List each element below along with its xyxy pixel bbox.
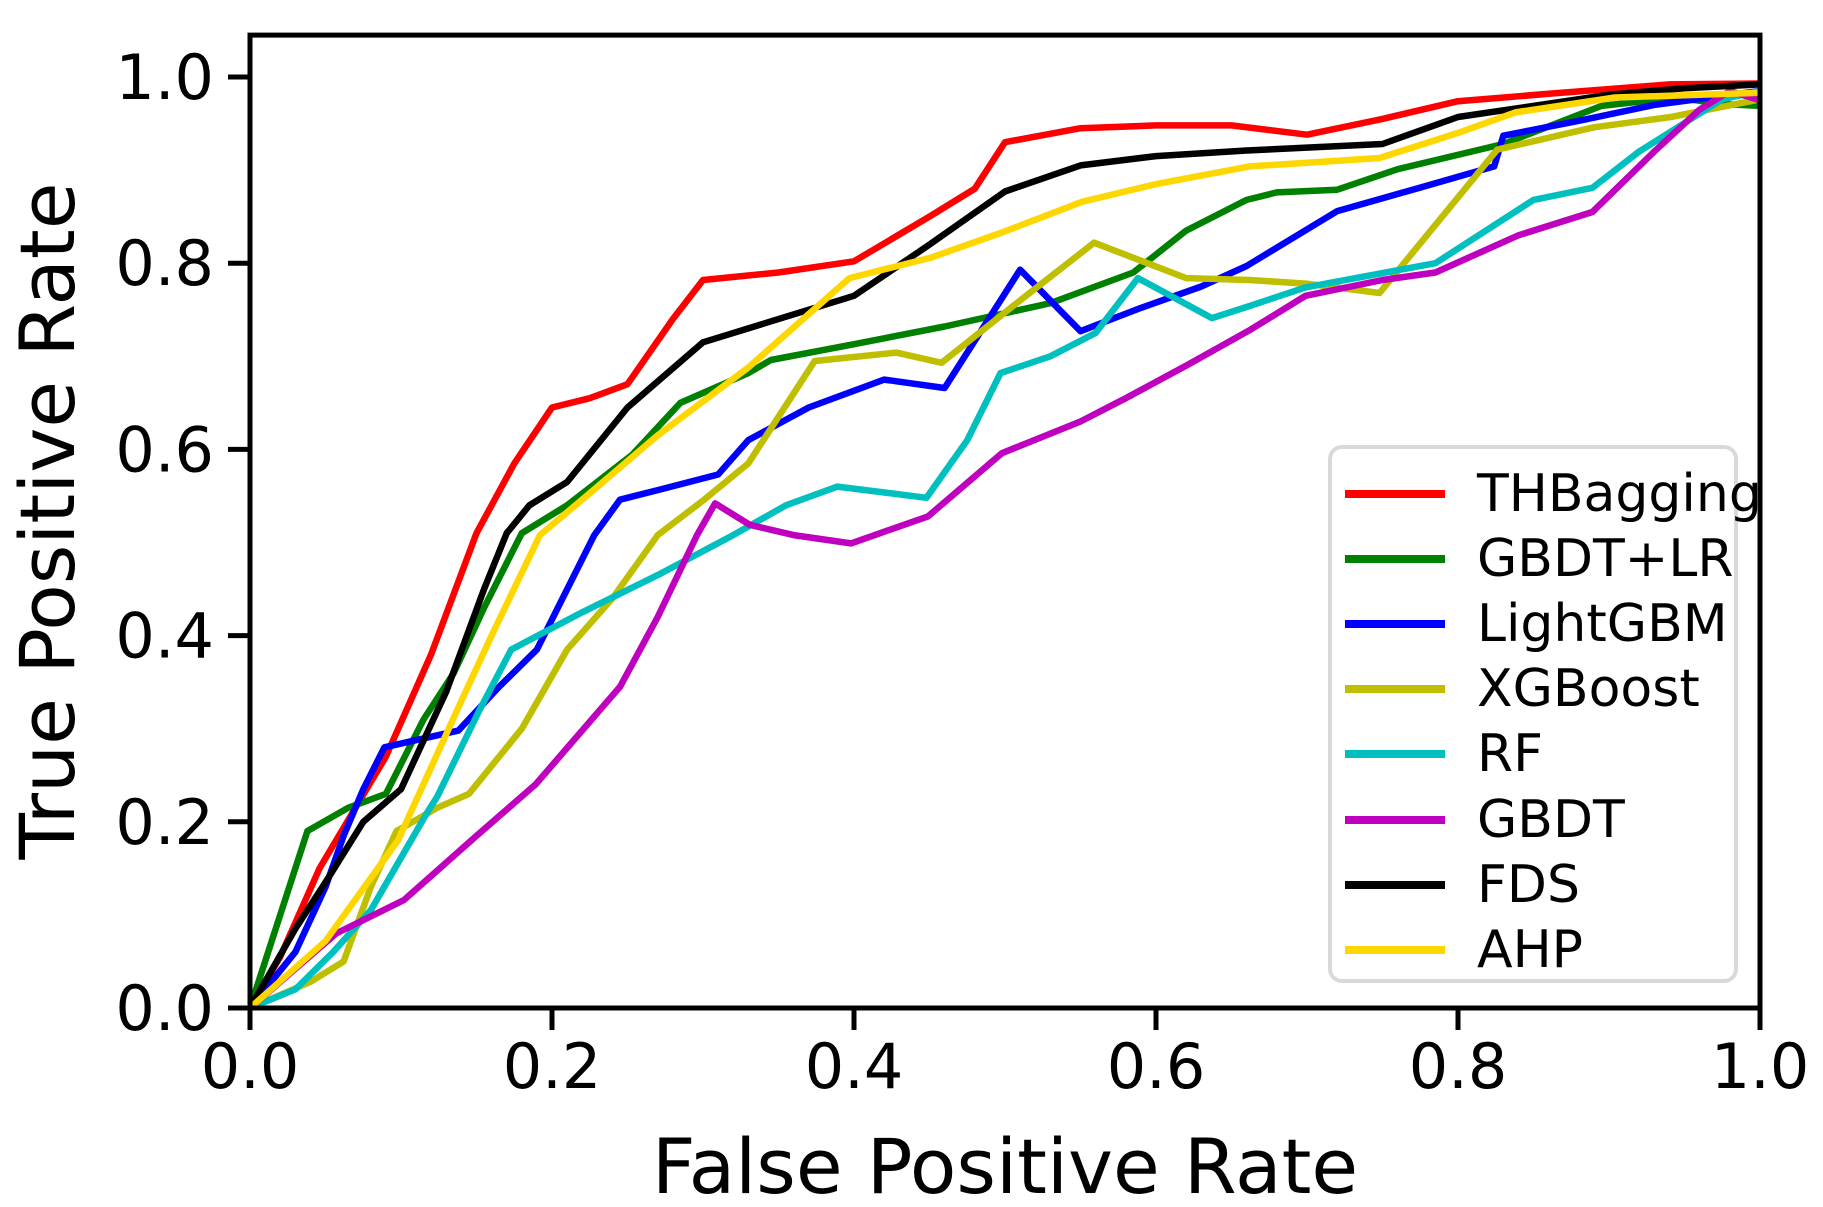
axes-spines [247,32,1763,1011]
legend-label: RF [1477,724,1544,785]
x-tick-label: 0.0 [201,1030,300,1103]
legend-item-GBDT: GBDT [1332,787,1734,852]
y-tick-label: 0.2 [115,786,214,859]
y-tick-label: 0.8 [115,227,214,300]
legend-item-FDS: FDS [1332,852,1734,917]
y-tick-label: 1.0 [115,41,214,114]
x-tick-label: 0.8 [1409,1030,1508,1103]
x-tick-label: 0.2 [503,1030,602,1103]
legend-item-LightGBM: LightGBM [1332,591,1734,656]
series-lines [246,80,1761,1012]
legend-label: THBagging [1477,463,1762,524]
series-line-RF [248,87,1761,1012]
legend-label: FDS [1477,854,1580,915]
x-tick-label: 0.6 [1107,1030,1206,1103]
legend-item-AHP: AHP [1332,917,1734,982]
legend-label: AHP [1477,919,1584,980]
legend-item-XGBoost: XGBoost [1332,657,1734,722]
x-tick-label: 1.0 [1711,1030,1810,1103]
legend-label: GBDT [1477,789,1625,850]
legend-swatch [1345,815,1445,824]
legend-swatch [1345,489,1445,498]
legend-swatch [1345,750,1445,759]
legend-swatch [1345,945,1445,954]
legend-swatch [1345,619,1445,628]
y-axis-title: True Positive Rate [3,183,92,861]
series-line-THBagging [247,80,1761,1010]
legend-item-GBDT+LR: GBDT+LR [1332,526,1734,591]
legend-swatch [1345,685,1445,694]
series-line-FDS [247,81,1761,1010]
series-line-GBDT [247,87,1761,1011]
y-tick-label: 0.0 [115,972,214,1045]
legend-item-RF: RF [1332,722,1734,787]
legend-label: LightGBM [1477,593,1728,654]
legend-label: GBDT+LR [1477,528,1734,589]
series-line-GBDT+LR [246,94,1761,1010]
x-tick-label: 0.4 [805,1030,904,1103]
y-tick-label: 0.6 [115,413,214,486]
legend-swatch [1345,880,1445,889]
series-line-LightGBM [247,87,1761,1011]
series-line-AHP [247,89,1761,1011]
legend-label: XGBoost [1477,659,1700,720]
y-tick-label: 0.4 [115,600,214,673]
x-axis-ticks: 0.0 0.2 0.4 0.6 0.8 1.0 [201,1008,1810,1103]
legend-box: THBagging GBDT+LR LightGBM XGBoost RF GBDT FDS… [1328,445,1762,983]
y-axis-ticks: 0.0 0.2 0.4 0.6 0.8 1.0 [115,41,250,1045]
legend-item-THBagging: THBagging [1332,461,1762,526]
legend-swatch [1345,554,1445,563]
x-axis-title: False Positive Rate [652,1122,1358,1207]
